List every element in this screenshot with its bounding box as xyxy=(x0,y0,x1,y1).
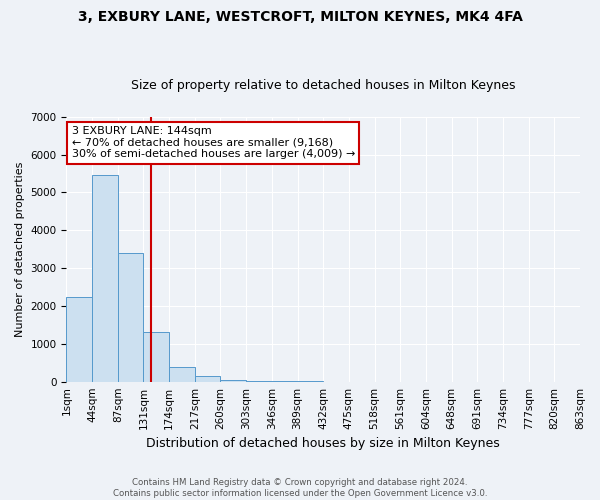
Bar xyxy=(220,380,246,382)
Y-axis label: Number of detached properties: Number of detached properties xyxy=(15,162,25,337)
Title: Size of property relative to detached houses in Milton Keynes: Size of property relative to detached ho… xyxy=(131,79,515,92)
Bar xyxy=(67,296,92,382)
Text: 3, EXBURY LANE, WESTCROFT, MILTON KEYNES, MK4 4FA: 3, EXBURY LANE, WESTCROFT, MILTON KEYNES… xyxy=(77,10,523,24)
Bar xyxy=(118,253,143,382)
Bar xyxy=(195,376,220,382)
Bar xyxy=(143,332,169,382)
Bar xyxy=(92,176,118,382)
Text: 3 EXBURY LANE: 144sqm
← 70% of detached houses are smaller (9,168)
30% of semi-d: 3 EXBURY LANE: 144sqm ← 70% of detached … xyxy=(71,126,355,159)
Bar xyxy=(246,380,272,382)
Text: Contains HM Land Registry data © Crown copyright and database right 2024.
Contai: Contains HM Land Registry data © Crown c… xyxy=(113,478,487,498)
X-axis label: Distribution of detached houses by size in Milton Keynes: Distribution of detached houses by size … xyxy=(146,437,500,450)
Bar xyxy=(169,368,195,382)
